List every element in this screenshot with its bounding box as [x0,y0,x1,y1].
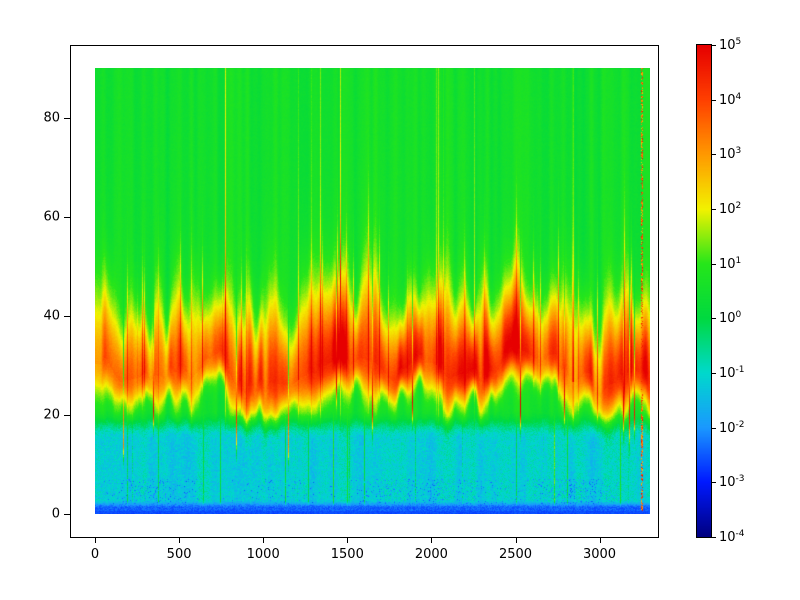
y-tick-label: 40 [43,308,60,324]
colorbar-frame [696,44,712,538]
y-tick-label: 80 [43,110,60,126]
heatmap-canvas [95,68,650,514]
colorbar-tick-mark [712,209,716,210]
colorbar-tick-mark [712,45,716,46]
x-tick-mark [263,538,265,543]
x-tick-label: 2500 [498,547,533,562]
y-tick-mark [64,414,70,416]
x-tick-label: 1000 [246,547,280,562]
colorbar-tick-label: 101 [719,255,742,272]
x-tick-mark [599,538,601,543]
colorbar-tick-label: 10-3 [719,474,745,491]
x-tick-mark [431,538,433,543]
colorbar-tick-label: 102 [719,200,742,218]
x-tick-mark [347,538,349,543]
y-tick-mark [64,216,70,218]
colorbar-tick-mark [712,154,716,156]
colorbar-tick-mark [712,263,716,265]
x-tick-label: 2000 [414,547,448,562]
colorbar-tick-mark [712,482,716,484]
colorbar-tick-mark [712,427,716,429]
y-tick-mark [64,117,70,119]
colorbar-canvas [697,45,711,537]
colorbar-tick-label: 100 [719,310,742,327]
x-tick-mark [179,538,181,543]
x-tick-label: 0 [90,547,100,562]
colorbar-tick-label: 104 [719,91,742,108]
colorbar-tick-mark [712,99,716,101]
colorbar-tick-mark [712,537,716,538]
x-tick-mark [95,538,96,543]
y-tick-mark [64,514,70,515]
x-tick-label: 500 [166,547,192,562]
x-tick-label: 3000 [582,547,617,562]
colorbar-tick-label: 103 [719,146,742,163]
x-tick-mark [515,538,517,543]
y-tick-label: 60 [43,209,60,225]
colorbar-tick-label: 10-1 [719,364,745,382]
y-tick-mark [64,315,70,317]
y-tick-label: 20 [43,407,60,423]
colorbar-tick-label: 10-4 [719,528,745,546]
colorbar-tick-mark [712,318,716,320]
colorbar-tick-mark [712,373,716,374]
colorbar-tick-label: 105 [719,36,742,54]
x-tick-label: 1500 [330,547,364,562]
colorbar-tick-label: 10-2 [719,419,745,436]
y-tick-label: 0 [51,506,60,522]
